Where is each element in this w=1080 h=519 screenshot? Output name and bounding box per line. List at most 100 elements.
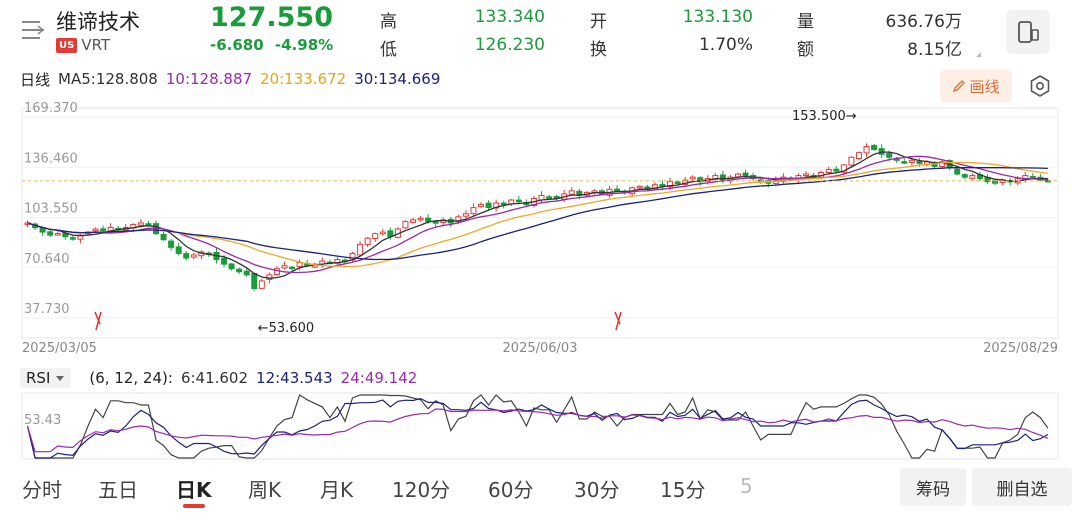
candle-body [47, 231, 54, 236]
candle-body [69, 237, 76, 240]
candle [281, 261, 288, 270]
candle [1029, 173, 1036, 179]
amount-value: 8.15亿 [907, 40, 962, 60]
tab-30min[interactable]: 30分 [574, 478, 620, 502]
candle [198, 250, 205, 260]
candle-body [712, 175, 719, 180]
draw-line-label: 画线 [969, 77, 1000, 96]
candle-body [614, 188, 621, 192]
remove-watchlist-button[interactable]: 删自选 [972, 468, 1072, 506]
candle-body [916, 160, 923, 164]
candle-body [848, 156, 855, 166]
candle [961, 173, 968, 180]
candle-body [636, 185, 643, 189]
candle-body [455, 216, 462, 223]
candle [689, 175, 696, 181]
volume-value: 636.76万 [885, 12, 962, 32]
quote-header: 维谛技术 US VRT 127.550 -6.680 -4.98% 高 133.… [0, 0, 1080, 64]
y-tick-label: 169.370 [24, 101, 78, 116]
candle [500, 200, 507, 209]
candle-body [334, 259, 341, 264]
candle-body [470, 207, 477, 215]
candle-body [871, 144, 878, 151]
candles [24, 143, 1051, 291]
candle [372, 232, 379, 242]
tab-intraday[interactable]: 分时 [22, 478, 62, 502]
ma5-line [27, 151, 1048, 279]
candle-body [190, 254, 197, 258]
settings-icon[interactable] [1026, 72, 1054, 100]
candle [357, 241, 364, 257]
tab-monthly-k[interactable]: 月K [320, 478, 354, 502]
draw-line-button[interactable]: 画线 [940, 70, 1012, 102]
candle [69, 234, 76, 241]
candle [969, 173, 976, 181]
candle [825, 166, 832, 175]
y-tick-label: 37.730 [24, 302, 70, 317]
candle [364, 236, 371, 248]
candle [901, 158, 908, 165]
candle [183, 251, 190, 261]
candle [546, 194, 553, 199]
candle [984, 174, 991, 184]
rsi-chart[interactable]: 53.43 [0, 392, 1080, 460]
candlestick-chart[interactable]: 169.370 136.460 103.550 70.640 37.730 153.500… [0, 100, 1080, 362]
candle-body [780, 176, 787, 182]
candle-body [961, 174, 968, 178]
candle-body [379, 231, 386, 235]
tab-daily-k[interactable]: 日K [176, 478, 212, 502]
rsi-frame [21, 392, 1059, 460]
candle [908, 156, 915, 166]
candle-body [175, 246, 182, 254]
collapse-menu-icon[interactable] [20, 16, 46, 46]
candle-body [674, 181, 681, 184]
ex-right-mark-icon [94, 311, 102, 331]
candle [674, 180, 681, 185]
rsi12-line [26, 397, 1049, 459]
candle-body [92, 228, 99, 232]
tab-120min[interactable]: 120分 [392, 478, 451, 502]
candle-body [969, 175, 976, 179]
candle [848, 156, 855, 169]
change-value: -6.680 [210, 36, 264, 54]
candle-body [954, 168, 961, 175]
tab-five-day[interactable]: 五日 [98, 478, 138, 502]
phone-icon [1018, 21, 1039, 43]
candle-body [100, 228, 107, 232]
candle-body [432, 221, 439, 224]
open-value: 133.130 [682, 7, 753, 27]
ma-legend: 日线 MA5:128.808 10:128.887 20:133.672 30:… [20, 68, 448, 90]
expand-indicator-icon [976, 52, 981, 57]
candle-body [908, 159, 915, 163]
turnover-value: 1.70% [698, 35, 753, 55]
candle [478, 202, 485, 208]
rsi24-value: 24:49.142 [340, 369, 418, 387]
stock-name: 维谛技术 [56, 10, 140, 34]
candle-body [243, 270, 250, 276]
phone-view-button[interactable] [1006, 10, 1050, 54]
rsi-tick-label: 53.43 [24, 413, 61, 428]
candle-body [228, 263, 235, 270]
ma30-value: 30:134.669 [354, 70, 441, 88]
candle-body [667, 181, 673, 188]
period-label[interactable]: 日线 [20, 70, 51, 89]
tab-15min[interactable]: 15分 [660, 478, 706, 502]
chevron-down-icon [56, 376, 65, 381]
chips-button[interactable]: 筹码 [900, 468, 966, 506]
indicator-selector[interactable]: RSI [20, 368, 72, 388]
candle [175, 242, 182, 256]
candle-body [493, 202, 500, 209]
tab-5min[interactable]: 5 [740, 474, 753, 498]
candle [485, 200, 492, 211]
ex-right-stroke [614, 311, 622, 331]
candle [1037, 173, 1044, 182]
ma10-line [27, 155, 1048, 274]
tab-weekly-k[interactable]: 周K [248, 478, 282, 502]
candle-body [742, 172, 749, 177]
tab-60min[interactable]: 60分 [488, 478, 534, 502]
candle [236, 267, 243, 275]
candle-body [878, 148, 885, 155]
candle-body [281, 265, 288, 269]
amount-label: 额 [797, 40, 814, 60]
max-price-annotation: 153.500→ [792, 109, 857, 124]
